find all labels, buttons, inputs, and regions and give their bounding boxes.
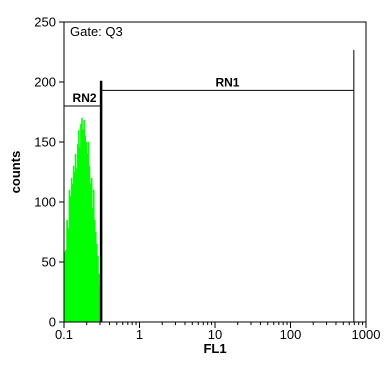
gate-label: Gate: Q3 xyxy=(70,24,123,39)
x-tick-label: 1000 xyxy=(352,327,381,342)
x-tick-label: 10 xyxy=(208,327,222,342)
y-tick-label: 50 xyxy=(42,255,56,270)
histogram-area xyxy=(63,117,102,323)
y-tick-label: 250 xyxy=(34,15,56,30)
y-tick-label: 150 xyxy=(34,135,56,150)
x-tick-label: 1 xyxy=(136,327,143,342)
x-axis-label: FL1 xyxy=(203,341,226,356)
plot-frame xyxy=(63,21,367,323)
x-tick-label: 0.1 xyxy=(55,327,73,342)
y-tick-label: 100 xyxy=(34,195,56,210)
x-tick-label: 100 xyxy=(280,327,302,342)
y-axis-label: counts xyxy=(8,151,23,194)
y-tick-label: 0 xyxy=(49,315,56,330)
marker-label-rn2: RN2 xyxy=(73,91,97,105)
marker-label-rn1: RN1 xyxy=(215,75,239,89)
y-tick-label: 200 xyxy=(34,75,56,90)
